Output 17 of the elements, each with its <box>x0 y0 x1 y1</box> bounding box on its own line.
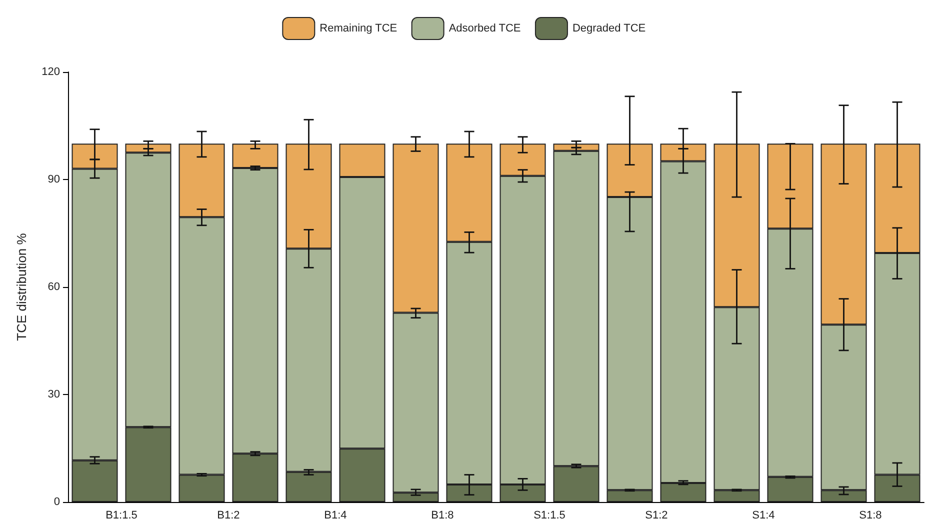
y-tick-label: 60 <box>48 281 60 293</box>
x-tick-label: S1:8 <box>859 510 882 522</box>
y-axis-title: TCE distribution % <box>14 232 29 341</box>
y-tick-label: 30 <box>48 388 60 400</box>
x-tick-label: B1:4 <box>324 510 347 522</box>
y-tick-label: 90 <box>48 174 60 186</box>
x-tick-label: B1:1.5 <box>106 510 138 522</box>
x-tick-label: S1:2 <box>645 510 668 522</box>
x-tick-label: B1:2 <box>217 510 240 522</box>
legend-label: Remaining TCE <box>320 22 398 34</box>
x-tick-label: S1:4 <box>752 510 775 522</box>
x-tick-label: B1:8 <box>431 510 454 522</box>
y-tick-label: 0 <box>54 496 60 508</box>
x-tick-label: S1:1.5 <box>534 510 566 522</box>
y-tick-label: 120 <box>42 66 60 78</box>
legend-label: Degraded TCE <box>572 22 646 34</box>
legend-label: Adsorbed TCE <box>448 22 521 34</box>
